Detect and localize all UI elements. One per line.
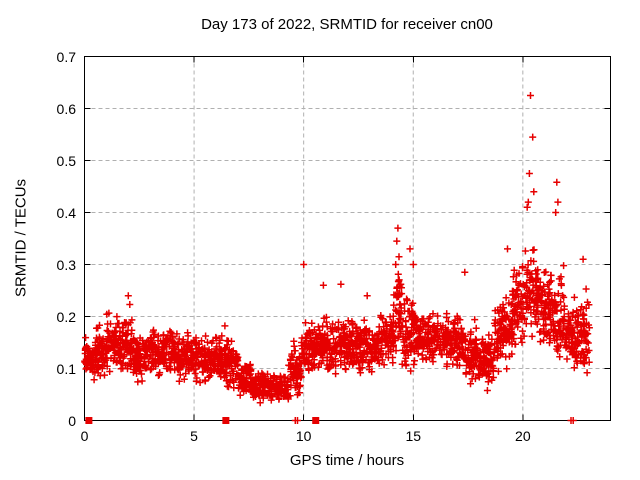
x-tick-label: 10 (295, 427, 312, 444)
y-tick-label: 0.2 (56, 308, 76, 325)
x-axis-label: GPS time / hours (289, 452, 405, 469)
zero-flag-square (222, 417, 230, 424)
y-tick-label: 0.3 (56, 256, 76, 273)
scatter-points (81, 92, 593, 424)
x-tick-label: 20 (515, 427, 531, 444)
y-tick-label: 0.7 (56, 48, 76, 65)
y-tick-label: 0.4 (56, 204, 76, 221)
x-tick-label: 0 (80, 427, 89, 444)
x-tick-label: 5 (190, 427, 198, 444)
y-tick-label: 0 (68, 412, 76, 429)
chart-title: Day 173 of 2022, SRMTID for receiver cn0… (201, 16, 493, 33)
y-tick-label: 0.6 (56, 100, 76, 117)
zero-flag-square (312, 417, 320, 424)
y-tick-label: 0.1 (56, 360, 76, 377)
zero-flag-square (85, 417, 93, 424)
x-tick-label: 15 (405, 427, 422, 444)
y-tick-label: 0.5 (56, 152, 76, 169)
